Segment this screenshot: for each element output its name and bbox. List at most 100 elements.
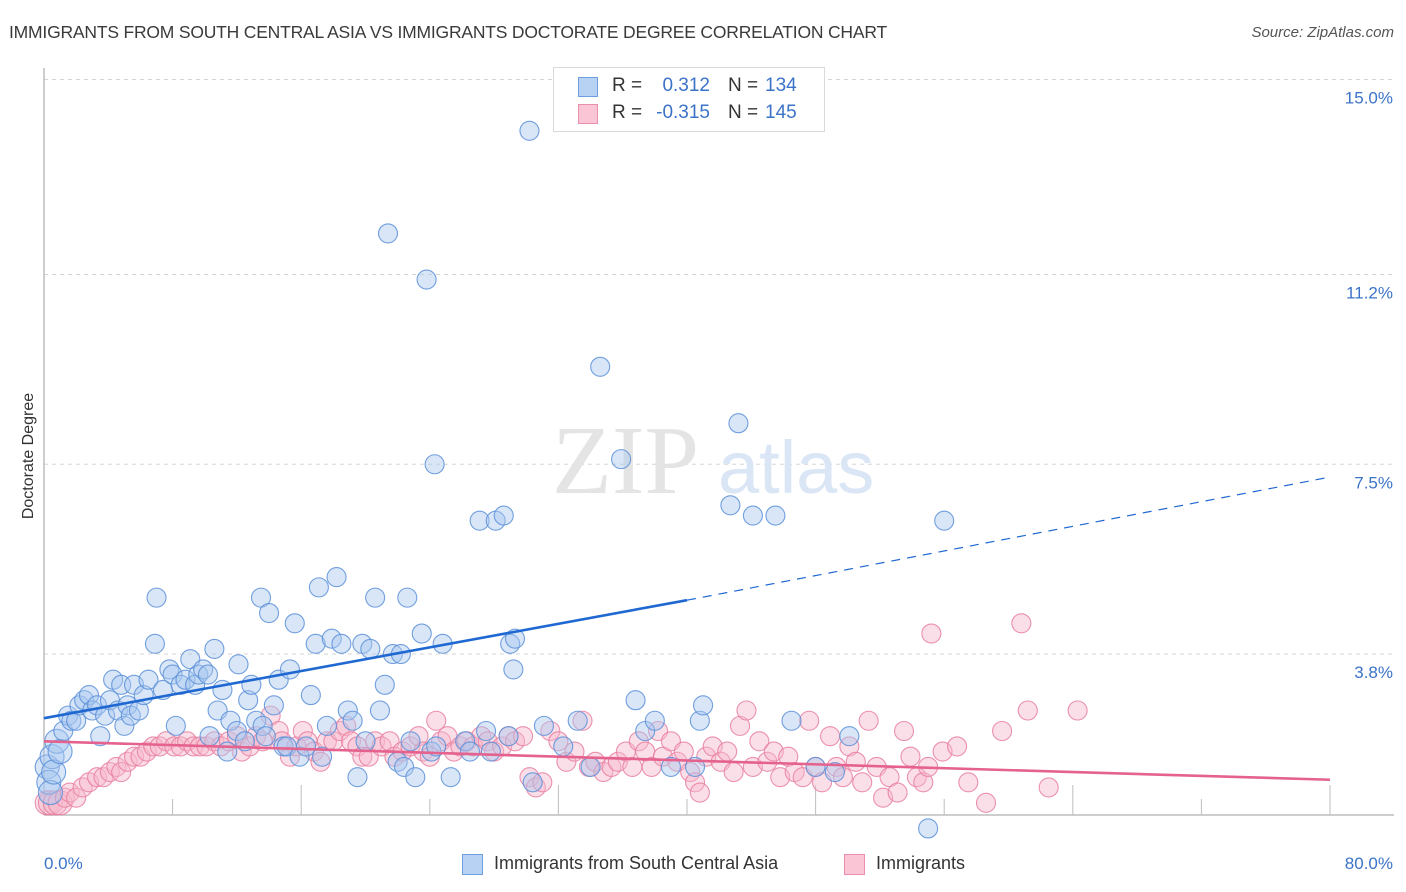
south-central-asia-point <box>480 741 501 762</box>
south-central-asia-point <box>347 767 368 788</box>
south-central-asia-point <box>689 710 710 731</box>
south-central-asia-point <box>114 715 135 736</box>
immigrants-point <box>1011 613 1032 634</box>
south-central-asia-point <box>377 223 399 244</box>
south-central-asia-point <box>765 505 786 526</box>
immigrants-point <box>887 782 908 803</box>
immigrants-point <box>111 761 132 783</box>
r-value: -0.315 <box>656 102 710 123</box>
south-central-asia-point <box>312 746 333 767</box>
n-label: N = <box>728 75 759 96</box>
south-central-asia-point <box>519 120 540 141</box>
south-central-asia-point <box>405 767 426 788</box>
blue-swatch-icon <box>462 854 483 875</box>
immigrants-point <box>820 726 841 747</box>
south-central-asia-point <box>397 587 418 608</box>
y-tick-label: 3.8% <box>1354 663 1393 682</box>
south-central-asia-point <box>400 731 421 752</box>
immigrants-point <box>839 736 860 757</box>
south-central-asia-point <box>469 510 490 531</box>
immigrants-trend-line <box>43 739 1331 782</box>
south-central-asia-point <box>580 756 601 777</box>
immigrants-point <box>717 741 738 762</box>
south-central-asia-point <box>316 715 337 736</box>
immigrants-point <box>292 720 313 742</box>
immigrants-point <box>684 772 706 793</box>
n-value: 134 <box>765 75 797 96</box>
south-central-asia-point <box>78 685 100 706</box>
south-central-asia-point <box>720 495 741 516</box>
n-value: 145 <box>765 102 797 123</box>
immigrants-point <box>123 746 145 767</box>
south-central-asia-point <box>255 726 276 747</box>
south-central-asia-point <box>824 761 845 783</box>
gridlines <box>44 79 1394 655</box>
south-central-asia-point <box>337 700 358 721</box>
south-central-asia-point <box>342 710 363 731</box>
south-central-asia-point <box>295 736 317 757</box>
immigrants-point <box>992 720 1013 742</box>
immigrants-point <box>921 623 942 644</box>
pink-swatch-icon <box>844 854 865 875</box>
immigrants-point <box>749 731 770 752</box>
immigrants-point <box>975 792 997 813</box>
south-central-asia-point <box>693 695 714 716</box>
immigrants-point <box>86 767 108 788</box>
south-central-asia-point <box>144 633 165 654</box>
immigrants-point <box>1067 700 1088 721</box>
south-central-asia-point <box>781 710 802 731</box>
y-tick-labels: 3.8% 7.5% 11.2% 15.0% <box>1345 89 1393 683</box>
immigrants-point <box>736 700 757 721</box>
correlation-legend: R = 0.312 N = 134 R = -0.315 N = 145 <box>553 67 825 132</box>
south-central-asia-point <box>805 756 826 777</box>
immigrants-point <box>947 736 968 757</box>
y-tick-label: 7.5% <box>1354 473 1393 492</box>
south-central-asia-point <box>553 736 574 757</box>
immigrants-point <box>729 715 751 736</box>
immigrants-point <box>1017 700 1038 721</box>
south-central-asia-point <box>146 587 167 608</box>
south-central-asia-point <box>204 638 225 659</box>
south-central-asia-point <box>305 633 326 654</box>
south-central-asia-point <box>625 690 646 711</box>
south-central-asia-point <box>426 736 447 757</box>
south-central-asia-point <box>41 759 67 785</box>
south-central-asia-point <box>644 710 665 731</box>
immigrants-point <box>628 731 649 752</box>
y-tick-label: 15.0% <box>1345 89 1393 108</box>
south-central-asia-point <box>279 659 300 680</box>
south-central-asia-point <box>567 710 588 731</box>
south-central-asia-point <box>360 638 381 659</box>
south-central-asia-point <box>37 780 63 806</box>
watermark-zip: ZIP <box>552 407 699 515</box>
south-central-asia-point <box>459 741 481 762</box>
pink-swatch-icon <box>578 104 598 124</box>
south-central-asia-point <box>411 623 432 644</box>
south-central-asia-point <box>394 756 415 777</box>
south-central-asia-point <box>197 664 219 685</box>
legend-label: Immigrants <box>876 853 966 873</box>
immigrants-point <box>723 761 744 783</box>
south-central-asia-point <box>369 700 391 721</box>
chart-title: IMMIGRANTS FROM SOUTH CENTRAL ASIA VS IM… <box>9 22 887 42</box>
south-central-asia-point <box>493 505 514 526</box>
south-central-asia-point <box>238 690 259 711</box>
axes <box>43 68 1394 816</box>
immigrants-point <box>426 710 447 731</box>
trend-lines <box>43 476 1331 782</box>
y-axis-label: Doctorate Degree <box>20 393 37 519</box>
immigrants-point <box>858 710 879 731</box>
south-central-asia-point <box>162 664 183 685</box>
south-central-asia-point <box>455 731 476 752</box>
x-tick-label: 80.0% <box>1345 854 1393 873</box>
south-central-asia-point <box>839 726 860 747</box>
immigrants-point <box>512 726 534 747</box>
source-label: Source: ZipAtlas.com <box>1251 24 1394 41</box>
south-central-asia-point <box>326 567 347 588</box>
immigrants-point <box>778 746 799 767</box>
r-label: R = <box>612 102 643 123</box>
south-central-asia-point <box>424 454 445 475</box>
immigrants-point <box>143 736 164 757</box>
south-central-asia-point <box>374 674 395 695</box>
south-central-asia-point <box>220 710 241 731</box>
